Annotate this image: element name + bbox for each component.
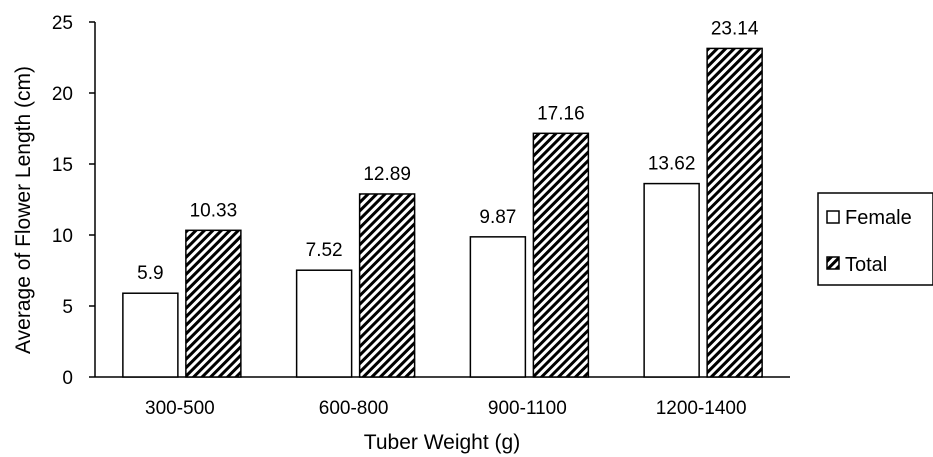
y-axis: 0 5 10 15 20 25: [52, 13, 96, 389]
y-axis-title: Average of Flower Length (cm): [12, 66, 35, 354]
bar-total: [706, 47, 763, 378]
legend-swatch-female: [826, 210, 840, 224]
data-label-female: 5.9: [137, 263, 163, 284]
x-tick-label: 300-500: [145, 398, 215, 419]
data-label-total: 17.16: [537, 103, 585, 124]
bar-female: [295, 269, 353, 378]
x-axis: 300-500 600-800 900-1100 1200-1400: [95, 376, 790, 419]
data-label-female: 9.87: [479, 207, 516, 228]
x-tick-label: 1200-1400: [656, 398, 747, 419]
legend: Female Total: [817, 192, 933, 286]
x-tick-label: 900-1100: [488, 398, 567, 419]
y-tick-label: 20: [52, 84, 73, 105]
y-tick-label: 15: [52, 155, 73, 176]
x-tick-label: 600-800: [319, 398, 389, 419]
data-label-total: 10.33: [190, 200, 238, 221]
legend-label-total: Total: [845, 254, 887, 276]
legend-label-female: Female: [845, 207, 912, 229]
data-label-total: 12.89: [363, 164, 411, 185]
data-label-female: 13.62: [648, 154, 696, 175]
data-labels: 5.9 10.33 7.52 12.89 9.87 17.16 13.62 23.14: [137, 18, 759, 284]
data-label-female: 7.52: [306, 240, 343, 261]
data-label-total: 23.14: [711, 18, 759, 39]
x-axis-title: Tuber Weight (g): [364, 431, 520, 454]
bar-female: [122, 292, 179, 378]
legend-swatch-total: [826, 256, 840, 270]
bar-female: [469, 236, 527, 378]
y-tick-label: 0: [62, 368, 73, 389]
bar-total: [532, 132, 590, 378]
bar-female: [643, 182, 700, 378]
y-tick-label: 10: [52, 226, 73, 247]
bar-total: [358, 193, 416, 378]
y-tick-label: 5: [62, 297, 73, 318]
bars: [122, 47, 763, 378]
y-tick-label: 25: [52, 13, 73, 34]
bar-total: [185, 229, 242, 378]
